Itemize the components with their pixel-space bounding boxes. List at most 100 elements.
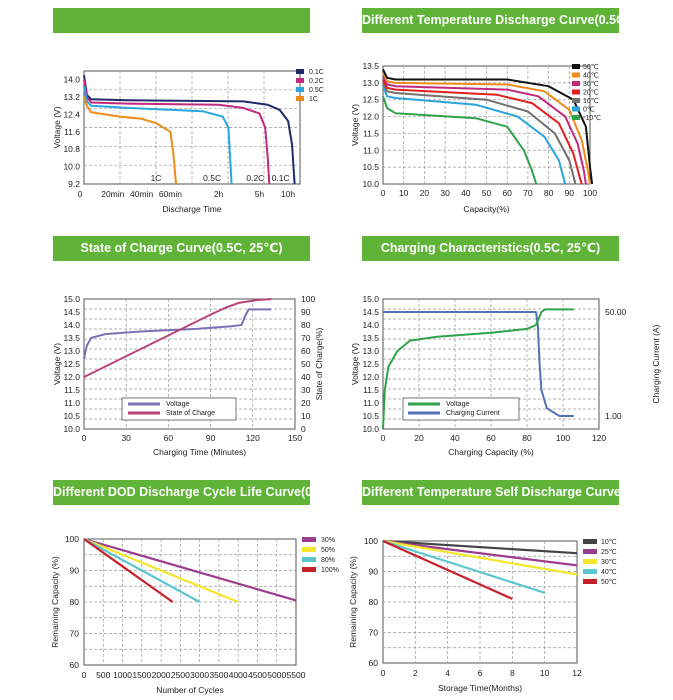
x-axis-label: Number of Cycles (156, 685, 224, 695)
y-tick-label: 13.0 (362, 346, 379, 356)
y2-tick-label: 10 (301, 411, 311, 421)
y-tick-label: 13.5 (362, 333, 379, 343)
chart-self-discharge: 100 90 80 70 600 2 4 6 8 10 12 Storage Time(Months)… (348, 536, 617, 693)
legend-label: 0.5C (309, 87, 324, 94)
series-line-50℃ (382, 68, 594, 185)
legend-label: 100% (321, 567, 339, 574)
series-line-40℃ (382, 72, 591, 185)
chart-state-of-charge: 15.0 14.5 14.0 13.5 13.0 12.5 12.0 11.5 11.0 10.5… (52, 294, 324, 457)
y2-tick-label: 80 (301, 320, 311, 330)
x-tick-label: 40 (450, 433, 460, 443)
legend-swatch (296, 78, 304, 83)
legend-label: 80% (321, 557, 335, 564)
y-tick-label: 80 (70, 597, 80, 607)
x-tick-label: 2h (214, 189, 224, 199)
x-tick-label: 60 (486, 433, 496, 443)
series-line-0℃ (382, 85, 567, 185)
x-tick-label: 80 (544, 188, 554, 198)
x-tick-label: 5000 (267, 670, 286, 680)
x-tick-label: 3000 (190, 670, 209, 680)
y-tick-label: 12.0 (362, 372, 379, 382)
legend-label: 50% (321, 547, 335, 554)
x-tick-label: 120 (246, 433, 260, 443)
y-tick-label: 10.0 (63, 424, 80, 434)
y-tick-label: 12.0 (63, 372, 80, 382)
x-tick-label: 4 (445, 668, 450, 678)
y2-tick-label: 1.00 (605, 411, 622, 421)
curve-label: 0.5C (203, 173, 221, 183)
x-tick-label: 20 (420, 188, 430, 198)
y-tick-label: 13.5 (362, 61, 379, 71)
y-tick-label: 14.0 (63, 75, 80, 85)
legend-label: 10℃ (583, 98, 599, 105)
legend-swatch (583, 539, 597, 544)
x-tick-label: 5500 (287, 670, 306, 680)
x-tick-label: 3500 (209, 670, 228, 680)
x-tick-label: 60 (164, 433, 174, 443)
series-line-100% (83, 538, 174, 603)
chart-temperature-discharge: 13.5 13.0 12.5 12.0 11.5 11.0 10.5 10.00 10 20 30 4… (350, 61, 601, 214)
x-tick-label: 0 (381, 668, 386, 678)
series-line-0.5C (83, 86, 233, 185)
x-tick-label: 120 (592, 433, 606, 443)
x-tick-label: 5h (255, 189, 265, 199)
legend-swatch (572, 106, 580, 112)
panel-dod-cycle-life: Different DOD Discharge Cycle Life Curve… (0, 466, 339, 699)
y2-tick-label: 40 (301, 372, 311, 382)
x-tick-label: 20 (414, 433, 424, 443)
chart-title: Different Temperature Self Discharge Cur… (362, 480, 621, 505)
y-tick-label: 70 (369, 628, 379, 638)
series-line-Voltage (382, 308, 574, 430)
x-tick-label: 30 (121, 433, 131, 443)
curve-label: 0.1C (272, 173, 290, 183)
legend-swatch (572, 89, 580, 95)
series-line-50℃ (382, 539, 513, 600)
legend-label: 0.1C (309, 69, 324, 76)
y-axis-label: Voltage (V) (350, 343, 360, 385)
series-line-0.1C (83, 75, 296, 185)
y2-tick-label: 50.00 (605, 307, 627, 317)
y-tick-label: 90 (70, 566, 80, 576)
chart-discharge-rate: 14.0 13.2 12.4 11.6 10.8 10.0 9.20 20min 40min 60… (52, 69, 324, 214)
y-axis-label: Voltage (V) (52, 343, 62, 385)
y-tick-label: 11.5 (363, 128, 379, 138)
y2-tick-label: 100 (301, 294, 315, 304)
y-tick-label: 11.6 (64, 127, 80, 137)
x-tick-label: 60 (502, 188, 512, 198)
x-tick-label: 2000 (152, 670, 171, 680)
legend-label: Voltage (446, 401, 469, 408)
series-line-25℃ (382, 539, 578, 567)
x-tick-label: 0 (82, 670, 87, 680)
x-tick-label: 10 (399, 188, 409, 198)
y-tick-label: 14.0 (362, 320, 379, 330)
x-axis-label: Capacity(%) (463, 204, 509, 214)
x-tick-label: 100 (556, 433, 570, 443)
x-tick-label: 10 (540, 668, 550, 678)
legend-label: 50℃ (583, 64, 599, 71)
y2-tick-label: 90 (301, 307, 311, 317)
x-tick-label: 150 (288, 433, 302, 443)
legend-label: 40℃ (601, 569, 617, 576)
curve-label: 0.2C (246, 173, 264, 183)
y-tick-label: 10.8 (63, 144, 80, 154)
panel-discharge-rate: 14.0 13.2 12.4 11.6 10.8 10.0 9.2 0 20min 40min 60… (0, 0, 336, 233)
y-tick-label: 11.5 (64, 385, 80, 395)
y2-tick-label: 60 (301, 346, 311, 356)
series-line-80% (83, 538, 201, 603)
legend-label: 30℃ (583, 81, 599, 88)
y-tick-label: 10.5 (362, 411, 379, 421)
y-axis-label: Voltage (V) (52, 106, 62, 148)
x-axis-label: Discharge Time (162, 204, 221, 214)
y-tick-label: 14.5 (63, 307, 80, 317)
legend-swatch (572, 64, 580, 69)
x-tick-label: 1500 (132, 670, 151, 680)
y-tick-label: 11.5 (363, 385, 379, 395)
x-tick-label: 6 (478, 668, 483, 678)
x-tick-label: 60min (159, 189, 182, 199)
x-tick-label: 90 (206, 433, 216, 443)
x-tick-label: 40 (461, 188, 471, 198)
legend-swatch (572, 98, 580, 103)
chart-charging-characteristics: 15.0 14.5 14.0 13.5 13.0 12.5 12.0 11.5 11.0 10.5… (350, 294, 661, 457)
x-axis-label: Charging Time (Minutes) (153, 447, 246, 457)
y-tick-label: 11.0 (363, 398, 379, 408)
